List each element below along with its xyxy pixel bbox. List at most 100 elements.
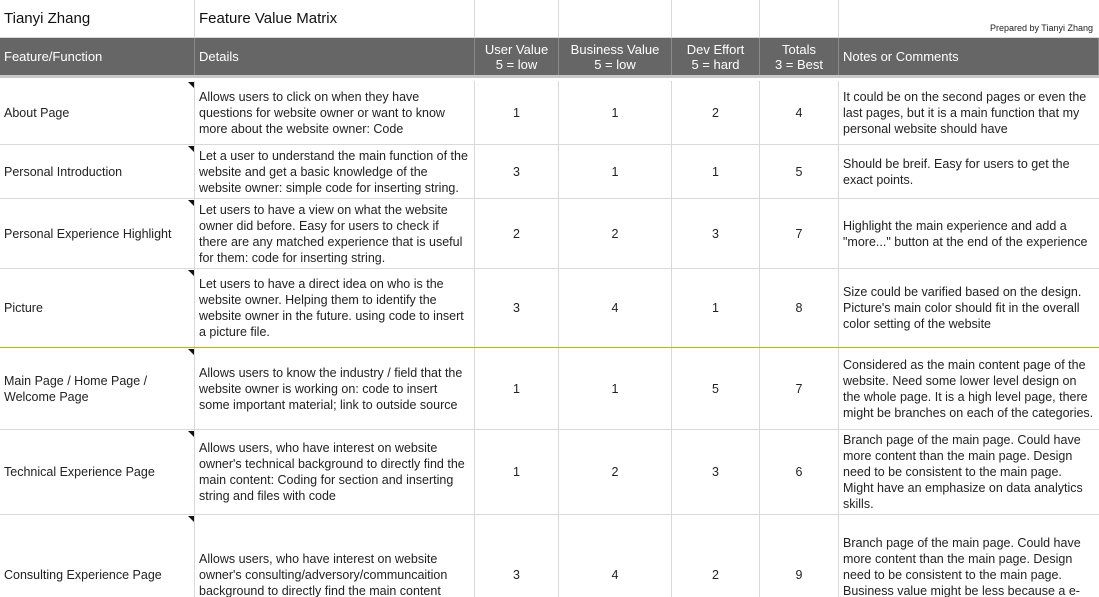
notes-cell[interactable]: Considered as the main content page of t… — [839, 348, 1099, 429]
total-cell[interactable]: 8 — [760, 269, 839, 347]
total-cell[interactable]: 6 — [760, 430, 839, 514]
feature-cell[interactable]: Personal Experience Highlight — [0, 199, 195, 268]
dev-effort-cell[interactable]: 3 — [672, 199, 760, 268]
comment-indicator-icon[interactable] — [188, 200, 194, 206]
total: 5 — [795, 164, 803, 179]
notes-text: Considered as the main content page of t… — [843, 357, 1094, 420]
prepared-by-cell[interactable]: Prepared by Tianyi Zhang — [839, 0, 1099, 37]
comment-indicator-icon[interactable] — [188, 82, 194, 88]
empty-cell[interactable] — [760, 0, 839, 37]
header-details[interactable]: Details — [195, 38, 475, 75]
feature-cell[interactable]: Personal Introduction — [0, 145, 195, 198]
notes-cell[interactable]: Should be breif. Easy for users to get t… — [839, 145, 1099, 198]
total: 7 — [795, 226, 803, 241]
total-cell[interactable]: 4 — [760, 81, 839, 144]
notes-cell[interactable]: It could be on the second pages or even … — [839, 81, 1099, 144]
feature-name: Personal Experience Highlight — [4, 226, 172, 241]
feature-cell[interactable]: Technical Experience Page — [0, 430, 195, 514]
total: 7 — [795, 381, 803, 396]
total-cell[interactable]: 7 — [760, 199, 839, 268]
header-dev-effort[interactable]: Dev Effort 5 = hard — [672, 38, 760, 75]
notes-cell[interactable]: Size could be varified based on the desi… — [839, 269, 1099, 347]
comment-indicator-icon[interactable] — [188, 146, 194, 152]
dev-effort-cell[interactable]: 5 — [672, 348, 760, 429]
header-notes-label: Notes or Comments — [843, 49, 959, 64]
header-dev-effort-scale: 5 = hard — [691, 56, 740, 72]
details-cell[interactable]: Let users to have a view on what the web… — [195, 199, 475, 268]
notes-cell[interactable]: Branch page of the main page. Could have… — [839, 430, 1099, 514]
details-cell[interactable]: Let a user to understand the main functi… — [195, 145, 475, 198]
total: 4 — [795, 105, 803, 120]
empty-cell[interactable] — [475, 0, 559, 37]
business-value: 2 — [611, 465, 619, 479]
table-row: Picture Let users to have a direct idea … — [0, 269, 1099, 348]
user-value-cell[interactable]: 3 — [475, 145, 559, 198]
business-value: 1 — [611, 164, 619, 179]
header-feature[interactable]: Feature/Function — [0, 38, 195, 75]
notes-cell[interactable]: Highlight the main experience and add a … — [839, 199, 1099, 268]
header-business-value[interactable]: Business Value 5 = low — [559, 38, 672, 75]
dev-effort-cell[interactable]: 1 — [672, 145, 760, 198]
dev-effort-cell[interactable]: 2 — [672, 81, 760, 144]
user-value-cell[interactable]: 3 — [475, 515, 559, 597]
details-cell[interactable]: Allows users to click on when they have … — [195, 81, 475, 144]
user-value-cell[interactable]: 3 — [475, 269, 559, 347]
feature-name: Technical Experience Page — [4, 465, 155, 479]
business-value-cell[interactable]: 4 — [559, 515, 672, 597]
feature-cell[interactable]: Main Page / Home Page / Welcome Page — [0, 348, 195, 429]
user-value: 1 — [513, 465, 520, 479]
user-value: 1 — [513, 105, 520, 120]
total-cell[interactable]: 5 — [760, 145, 839, 198]
comment-indicator-icon[interactable] — [188, 431, 194, 437]
header-notes[interactable]: Notes or Comments — [839, 38, 1099, 75]
business-value: 1 — [611, 381, 619, 396]
empty-cell[interactable] — [672, 0, 760, 37]
sheet-title-cell[interactable]: Feature Value Matrix — [195, 0, 475, 37]
feature-name: Picture — [4, 301, 43, 315]
table-row: Personal Introduction Let a user to unde… — [0, 145, 1099, 199]
comment-indicator-icon[interactable] — [188, 349, 194, 355]
business-value-cell[interactable]: 1 — [559, 145, 672, 198]
notes-cell[interactable]: Branch page of the main page. Could have… — [839, 515, 1099, 597]
details-cell[interactable]: Allows users to know the industry / fiel… — [195, 348, 475, 429]
dev-effort: 3 — [712, 465, 719, 479]
dev-effort-cell[interactable]: 2 — [672, 515, 760, 597]
user-value: 3 — [513, 301, 520, 315]
dev-effort: 5 — [712, 381, 719, 396]
notes-text: Highlight the main experience and add a … — [843, 218, 1088, 249]
feature-cell[interactable]: Consulting Experience Page — [0, 515, 195, 597]
user-value: 3 — [513, 164, 520, 179]
dev-effort-cell[interactable]: 1 — [672, 269, 760, 347]
header-details-label: Details — [199, 49, 239, 64]
header-totals-scale: 3 = Best — [774, 56, 824, 72]
header-user-value[interactable]: User Value 5 = low — [475, 38, 559, 75]
business-value-cell[interactable]: 1 — [559, 81, 672, 144]
total-cell[interactable]: 7 — [760, 348, 839, 429]
empty-cell[interactable] — [559, 0, 672, 37]
dev-effort-cell[interactable]: 3 — [672, 430, 760, 514]
business-value-cell[interactable]: 1 — [559, 348, 672, 429]
details-cell[interactable]: Allows users, who have interest on websi… — [195, 515, 475, 597]
feature-cell[interactable]: About Page — [0, 81, 195, 144]
user-value-cell[interactable]: 1 — [475, 81, 559, 144]
user-value-cell[interactable]: 2 — [475, 199, 559, 268]
business-value-cell[interactable]: 2 — [559, 430, 672, 514]
feature-cell[interactable]: Picture — [0, 269, 195, 347]
comment-indicator-icon[interactable] — [188, 270, 194, 276]
details-cell[interactable]: Allows users, who have interest on websi… — [195, 430, 475, 514]
details-cell[interactable]: Let users to have a direct idea on who i… — [195, 269, 475, 347]
prepared-by-label: Prepared by Tianyi Zhang — [989, 23, 1093, 33]
business-value-cell[interactable]: 2 — [559, 199, 672, 268]
details-text: Let a user to understand the main functi… — [199, 148, 468, 195]
header-totals[interactable]: Totals 3 = Best — [760, 38, 839, 75]
feature-name: Personal Introduction — [4, 164, 123, 179]
business-value-cell[interactable]: 4 — [559, 269, 672, 347]
user-value-cell[interactable]: 1 — [475, 348, 559, 429]
total-cell[interactable]: 9 — [760, 515, 839, 597]
notes-text: Branch page of the main page. Could have… — [843, 536, 1081, 597]
total: 6 — [795, 465, 803, 479]
user-value-cell[interactable]: 1 — [475, 430, 559, 514]
author-cell[interactable]: Tianyi Zhang — [0, 0, 195, 37]
comment-indicator-icon[interactable] — [188, 516, 194, 522]
header-user-value-label: User Value — [484, 41, 549, 57]
